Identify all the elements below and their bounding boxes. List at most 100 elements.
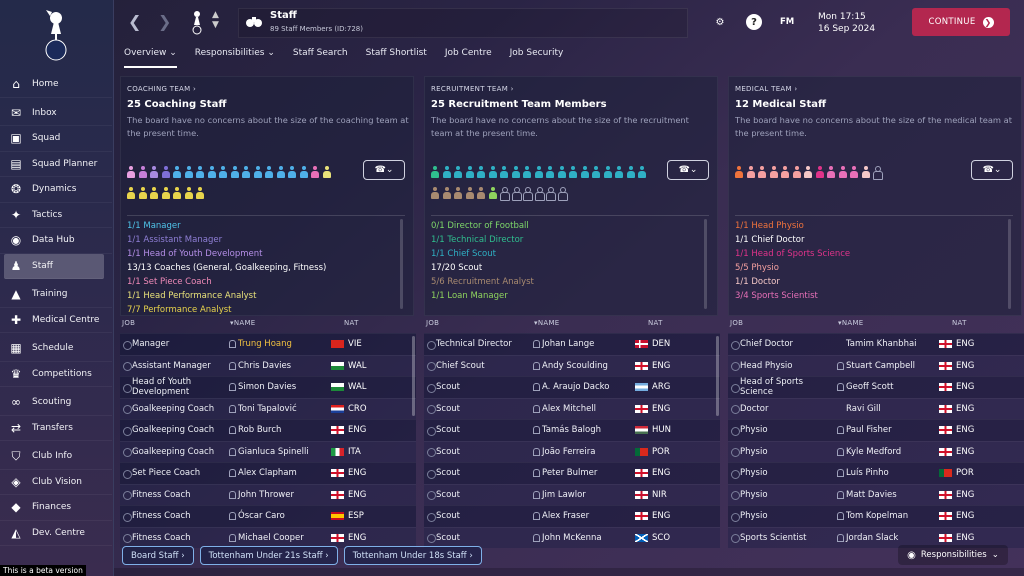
staff-figure-icon[interactable]	[322, 166, 331, 178]
col-name[interactable]: ▾NAME	[230, 319, 256, 327]
continue-button[interactable]: CONTINUE ❯	[912, 8, 1010, 36]
name-cell[interactable]: Kyle Medford	[836, 447, 939, 457]
name-cell[interactable]: Paul Fisher	[836, 425, 939, 435]
staff-figure-icon[interactable]	[511, 166, 520, 178]
sidebar-item-data-hub[interactable]: ◉ Data Hub	[0, 228, 112, 254]
table-row[interactable]: Fitness Coach Michael Cooper ENG	[120, 526, 416, 548]
col-nat[interactable]: NAT	[952, 319, 967, 327]
staff-figure-icon[interactable]	[173, 187, 181, 199]
staff-figure-icon[interactable]	[626, 166, 635, 178]
staff-figure-icon[interactable]	[138, 187, 147, 199]
name-cell[interactable]: Alex Mitchell	[532, 404, 635, 414]
table-row[interactable]: Head of Youth Development Simon Davies W…	[120, 376, 416, 398]
staff-figure-icon[interactable]	[454, 187, 462, 199]
staff-figure-icon[interactable]	[735, 166, 743, 178]
name-cell[interactable]: Rob Burch	[228, 425, 331, 435]
staff-figure-icon[interactable]	[442, 187, 451, 199]
sidebar-item-finances[interactable]: ◆ Finances	[0, 495, 112, 521]
name-cell[interactable]: Michael Cooper	[228, 533, 331, 543]
staff-figure-icon[interactable]	[184, 187, 193, 199]
scrollbar[interactable]	[704, 219, 707, 309]
col-nat[interactable]: NAT	[648, 319, 663, 327]
staff-figure-icon[interactable]	[815, 166, 824, 178]
name-cell[interactable]: John Thrower	[228, 490, 331, 500]
link-board-staff[interactable]: Board Staff ›	[122, 546, 194, 565]
panel-header-link[interactable]: MEDICAL TEAM ›	[735, 85, 798, 93]
tab-staff-shortlist[interactable]: Staff Shortlist	[366, 48, 427, 68]
world-icon[interactable]: ⚙	[715, 16, 725, 28]
staff-figure-icon[interactable]	[804, 166, 812, 178]
fm-logo[interactable]: FM	[780, 17, 795, 27]
view-options-button[interactable]: ☎ ⌄	[363, 160, 405, 180]
staff-figure-icon[interactable]	[781, 166, 789, 178]
staff-figure-icon[interactable]	[827, 166, 835, 178]
staff-figure-icon[interactable]	[488, 166, 497, 178]
name-cell[interactable]: Johan Lange	[532, 339, 635, 349]
club-mini-crest-icon[interactable]	[190, 9, 204, 35]
tab-overview[interactable]: Overview ⌄	[124, 48, 177, 68]
name-cell[interactable]: Geoff Scott	[836, 382, 939, 392]
name-cell[interactable]: Jim Lawlor	[532, 490, 635, 500]
name-cell[interactable]: Chris Davies	[228, 361, 331, 371]
table-row[interactable]: Fitness Coach John Thrower ENG	[120, 483, 416, 505]
table-row[interactable]: Physio Paul Fisher ENG	[728, 419, 1024, 441]
sidebar-item-staff[interactable]: ♟ Staff	[4, 253, 104, 279]
staff-figure-icon[interactable]	[196, 166, 204, 178]
staff-figure-icon[interactable]	[500, 187, 510, 201]
sidebar-item-tactics[interactable]: ✦ Tactics	[0, 203, 112, 228]
staff-figure-icon[interactable]	[850, 166, 858, 178]
staff-figure-icon[interactable]	[523, 166, 531, 178]
name-cell[interactable]: Simon Davies	[228, 382, 331, 392]
staff-figure-icon[interactable]	[138, 166, 147, 178]
forward-arrow-icon[interactable]: ❯	[158, 12, 172, 31]
name-cell[interactable]: Tamim Khanbhai	[846, 339, 917, 350]
staff-figure-icon[interactable]	[161, 187, 170, 199]
name-cell[interactable]: Trung Hoang	[228, 339, 331, 349]
staff-figure-icon[interactable]	[431, 187, 439, 199]
tab-staff-search[interactable]: Staff Search	[293, 48, 348, 68]
sidebar-item-club-info[interactable]: ⛉ Club Info	[0, 444, 112, 470]
responsibilities-button[interactable]: ◉ Responsibilities ⌄	[898, 545, 1008, 565]
staff-figure-icon[interactable]	[173, 166, 181, 178]
table-row[interactable]: Physio Kyle Medford ENG	[728, 440, 1024, 462]
col-nat[interactable]: NAT	[344, 319, 359, 327]
sidebar-item-medical-centre[interactable]: ✚ Medical Centre	[0, 308, 112, 333]
staff-figure-icon[interactable]	[546, 166, 554, 178]
staff-figure-icon[interactable]	[592, 166, 600, 178]
name-cell[interactable]: Ravi Gill	[846, 403, 881, 414]
staff-figure-icon[interactable]	[603, 166, 612, 178]
table-row[interactable]: Goalkeeping Coach Rob Burch ENG	[120, 419, 416, 441]
staff-figure-icon[interactable]	[758, 166, 766, 178]
staff-figure-icon[interactable]	[184, 166, 193, 178]
table-row[interactable]: Physio Tom Kopelman ENG	[728, 505, 1024, 527]
sidebar-item-transfers[interactable]: ⇄ Transfers	[0, 416, 112, 441]
back-arrow-icon[interactable]: ❮	[128, 12, 142, 31]
table-row[interactable]: Manager Trung Hoang VIE	[120, 333, 416, 355]
staff-figure-icon[interactable]	[465, 166, 474, 178]
name-cell[interactable]: Jordan Slack	[836, 533, 939, 543]
table-row[interactable]: Scout Alex Mitchell ENG	[424, 397, 720, 419]
name-cell[interactable]: Toni Tapalović	[228, 404, 331, 414]
staff-figure-icon[interactable]	[311, 166, 319, 178]
staff-figure-icon[interactable]	[638, 166, 646, 178]
name-cell[interactable]: Alex Clapham	[228, 468, 331, 478]
sidebar-item-inbox[interactable]: ✉ Inbox	[0, 101, 112, 126]
staff-figure-icon[interactable]	[127, 187, 135, 199]
staff-figure-icon[interactable]	[861, 166, 870, 178]
table-row[interactable]: Technical Director Johan Lange DEN	[424, 333, 720, 355]
tab-responsibilities[interactable]: Responsibilities ⌄	[195, 48, 275, 68]
staff-figure-icon[interactable]	[150, 187, 158, 199]
staff-figure-icon[interactable]	[477, 166, 485, 178]
table-row[interactable]: Physio Matt Davies ENG	[728, 483, 1024, 505]
staff-figure-icon[interactable]	[873, 166, 883, 180]
table-row[interactable]: Scout Peter Bulmer ENG	[424, 462, 720, 484]
staff-figure-icon[interactable]	[253, 166, 262, 178]
name-cell[interactable]: Óscar Caro	[228, 511, 331, 521]
sidebar-item-home[interactable]: ⌂ Home	[0, 72, 112, 98]
staff-figure-icon[interactable]	[477, 187, 485, 199]
staff-figure-icon[interactable]	[454, 166, 462, 178]
staff-figure-icon[interactable]	[615, 166, 623, 178]
link-tottenham-under-21s-staff[interactable]: Tottenham Under 21s Staff ›	[199, 546, 338, 565]
staff-figure-icon[interactable]	[207, 166, 216, 178]
staff-figure-icon[interactable]	[534, 166, 543, 178]
